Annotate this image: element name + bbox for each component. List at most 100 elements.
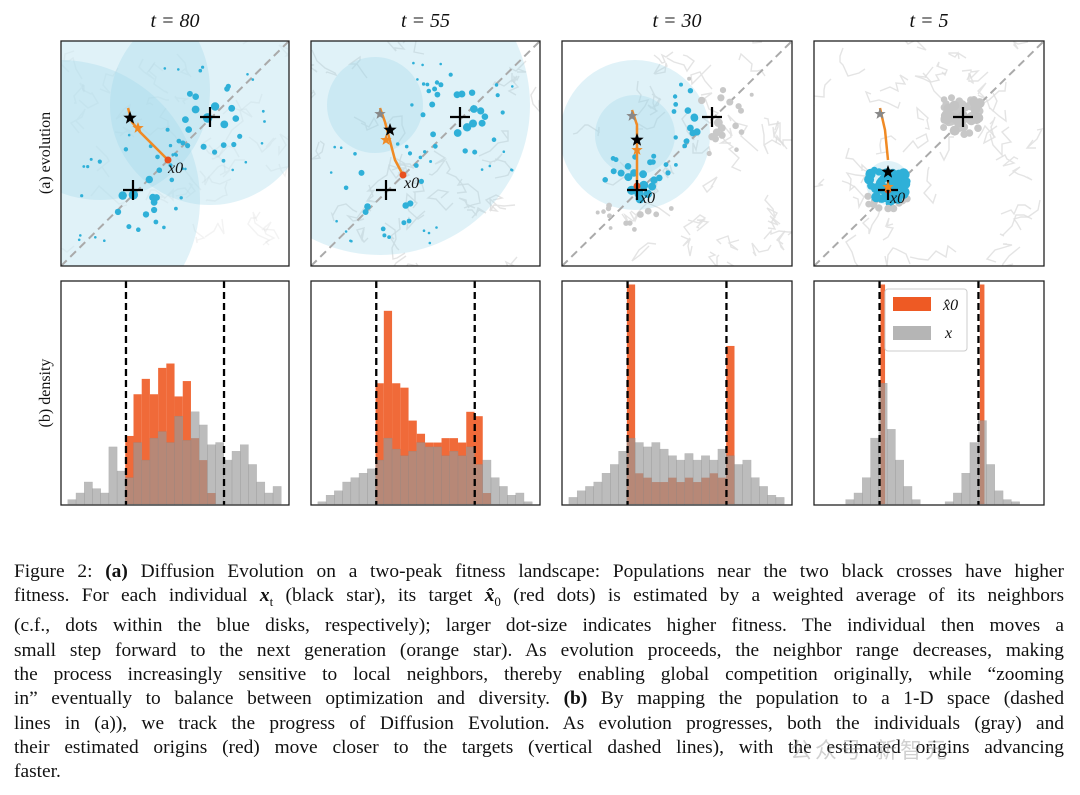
trajectory: [562, 152, 563, 153]
population-dot: [870, 201, 878, 209]
trajectory: [115, 103, 143, 123]
population-dot: [627, 220, 633, 226]
trajectory: [174, 95, 190, 105]
population-dot: [261, 109, 265, 113]
trajectory: [388, 217, 401, 251]
trajectory: [311, 140, 325, 160]
population-dot: [231, 168, 234, 172]
histogram-bar-x: [400, 455, 409, 505]
trajectory: [63, 50, 83, 80]
caption-bold: (b): [563, 688, 588, 710]
population-dot: [86, 165, 90, 169]
caption-math: x̂: [484, 585, 495, 607]
population-dot: [960, 130, 968, 138]
histogram-bar-x: [775, 497, 785, 505]
population-dot: [462, 123, 472, 132]
estimated-origin-dot: [399, 171, 407, 179]
population-dot: [653, 211, 660, 218]
population-dot: [673, 102, 679, 107]
population-dot: [79, 234, 82, 237]
histogram-bar-x: [701, 455, 710, 505]
trajectory: [967, 71, 989, 85]
population-dot: [884, 204, 892, 213]
trajectory: [61, 242, 75, 253]
trajectory: [69, 108, 86, 134]
individual-star-icon: [881, 165, 895, 178]
population-dot: [427, 231, 431, 235]
caption-bold: (a): [105, 561, 128, 582]
trajectory: [882, 217, 895, 241]
population-dot: [643, 189, 652, 199]
histogram-bar-xhat0: [383, 310, 393, 504]
histogram-bar-x: [643, 446, 652, 505]
trajectory: [845, 147, 874, 176]
population-dot: [210, 102, 220, 111]
x0-label: x0: [167, 160, 183, 177]
population-dot: [380, 226, 386, 232]
population-dot: [97, 159, 102, 164]
legend-label-xhat0: x̂0: [942, 297, 958, 314]
row-label-evolution: (a) evolution: [37, 112, 54, 194]
caption-text: (c.f., dots within the blue disks, respe…: [14, 615, 1064, 637]
trajectory: [923, 166, 937, 205]
panel-title: t = 30: [652, 10, 701, 32]
caption-line: in” eventually to balance between optimi…: [14, 687, 1064, 711]
population-dot: [674, 163, 678, 167]
caption-line: small step forward to the next generatio…: [14, 639, 1064, 663]
population-dot: [717, 94, 725, 102]
trajectory: [395, 160, 415, 169]
histogram-bar-xhat0: [400, 387, 409, 504]
population-dot: [494, 83, 499, 87]
histogram-bar-x: [75, 492, 85, 505]
trajectory: [148, 61, 169, 94]
population-dot: [362, 209, 369, 215]
population-dot: [126, 224, 132, 230]
population-dot: [432, 86, 438, 92]
population-dot: [875, 204, 883, 212]
previous-star-icon: [626, 110, 638, 121]
caption-text: (red dots) is estimated by a weighted av…: [500, 585, 1064, 607]
histogram-bar-x: [515, 492, 525, 505]
population-dot: [156, 167, 163, 173]
histogram-bar-x: [684, 453, 694, 505]
histogram-bar-x: [149, 437, 159, 505]
trajectory: [175, 182, 196, 199]
caption-text: Diffusion Evolution on a two-peak fitnes…: [127, 561, 1064, 582]
population-dot: [382, 233, 387, 238]
panel-frame: [310, 280, 541, 506]
projection-diagonal: [562, 41, 792, 266]
population-dot: [416, 78, 419, 81]
trajectory: [1012, 41, 1029, 50]
estimated-origin-dot: [164, 156, 172, 164]
population-dot: [177, 68, 180, 71]
trajectory: [700, 92, 720, 124]
histogram-bar-x: [457, 455, 467, 505]
trajectory: [205, 181, 228, 202]
population-dot: [639, 180, 649, 190]
trajectory: [173, 151, 202, 191]
caption-line: (c.f., dots within the blue disks, respe…: [14, 614, 1064, 638]
population-dot: [624, 173, 633, 182]
population-dot: [870, 183, 881, 194]
caption-text: fitness. For each individual: [14, 585, 260, 607]
trajectory: [763, 117, 788, 150]
population-dot: [80, 194, 84, 198]
population-dot: [605, 205, 612, 212]
caption-line: the process increasingly sensitive to lo…: [14, 663, 1064, 687]
population-dot: [418, 178, 424, 184]
population-dot: [893, 169, 904, 180]
trajectory: [572, 124, 600, 137]
population-dot: [472, 149, 478, 155]
histogram-bar-x: [215, 442, 224, 505]
trajectory: [767, 215, 781, 230]
population-dot: [123, 147, 129, 152]
population-dot: [163, 67, 167, 70]
population-dot: [353, 152, 357, 156]
population-dot: [358, 169, 365, 176]
histogram-bar-x: [424, 446, 434, 505]
trajectory: [402, 41, 425, 55]
legend-label-x: x: [944, 325, 952, 342]
caption-line: lines in (a)), we track the progress of …: [14, 712, 1064, 736]
histogram-bar-x: [141, 459, 151, 505]
trajectory: [134, 117, 171, 136]
